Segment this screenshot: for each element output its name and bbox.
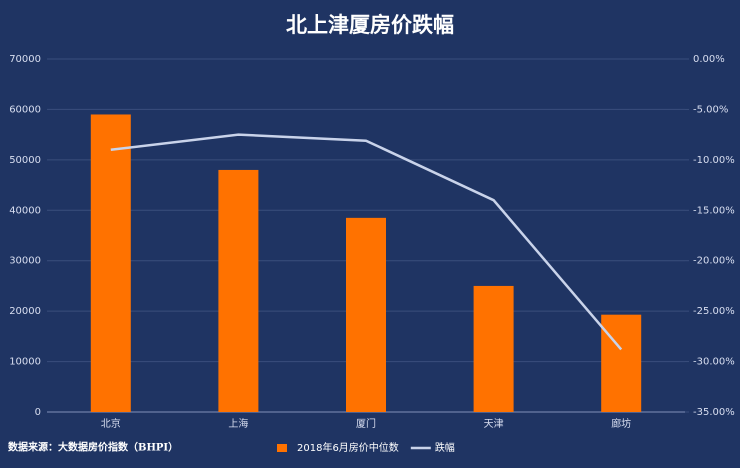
legend-label: 跌幅: [435, 441, 455, 454]
legend-label: 2018年6月房价中位数: [297, 441, 399, 454]
x-tick-label: 天津: [484, 418, 504, 430]
legend-swatch: [277, 444, 287, 452]
y2-tick-label: -30.00%: [693, 357, 735, 368]
y-tick-label: 60000: [9, 104, 41, 115]
x-tick-label: 厦门: [356, 417, 376, 430]
y2-tick-label: -10.00%: [693, 155, 735, 166]
bar: [346, 217, 386, 412]
line: [110, 133, 623, 351]
y2-tick-label: -5.00%: [693, 104, 728, 115]
bar: [218, 169, 259, 412]
bar: [601, 314, 642, 412]
chart-title: 北上津厦房价跌幅: [286, 13, 454, 37]
x-tick-label: 廊坊: [611, 417, 631, 430]
bar: [90, 114, 131, 412]
bar: [473, 285, 514, 412]
source: 数据来源：大数据房价指数（BHPI）: [8, 441, 178, 454]
y-tick-label: 30000: [9, 256, 41, 267]
y-tick-label: 20000: [9, 306, 41, 317]
y-tick-label: 40000: [9, 205, 41, 216]
y-tick-label: 70000: [9, 54, 41, 65]
y2-tick-label: -25.00%: [693, 306, 735, 317]
y2-tick-label: -20.00%: [693, 256, 735, 267]
x-tick-label: 北京: [101, 417, 121, 430]
x-tick-label: 上海: [228, 417, 248, 430]
y-tick-label: 50000: [9, 155, 41, 166]
y2-tick-label: -35.00%: [693, 407, 735, 418]
y-tick-label: 0: [35, 407, 41, 418]
y2-tick-label: -15.00%: [693, 205, 735, 216]
y-tick-label: 10000: [9, 357, 41, 368]
y2-tick-label: 0.00%: [693, 54, 725, 65]
